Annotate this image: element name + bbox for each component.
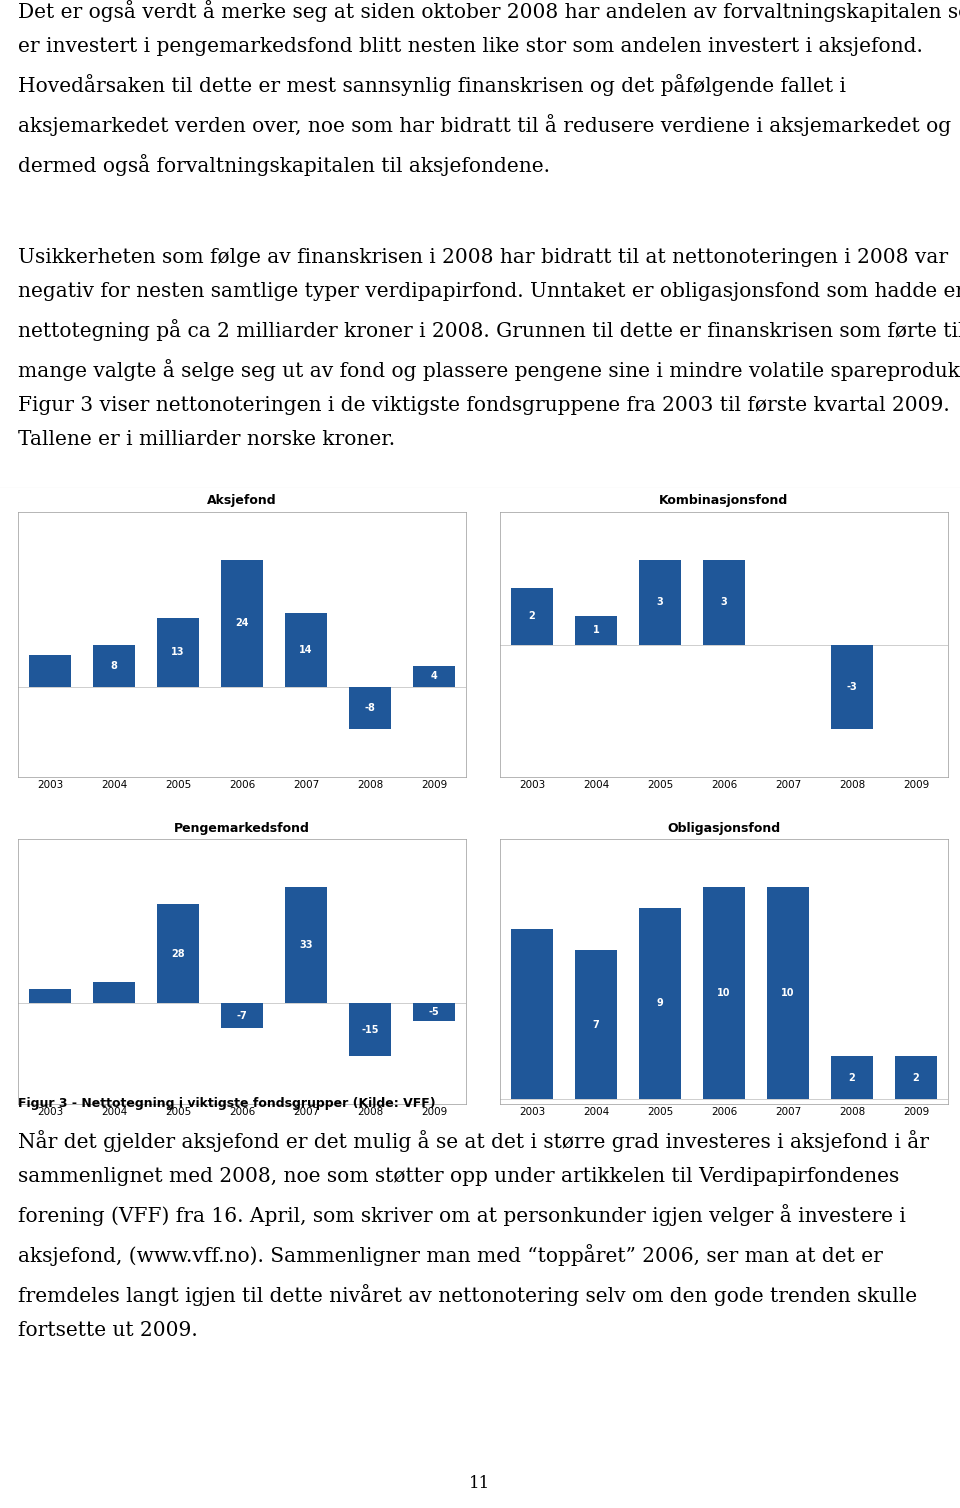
- Text: Det er også verdt å merke seg at siden oktober 2008 har andelen av forvaltningsk: Det er også verdt å merke seg at siden o…: [18, 0, 960, 176]
- Bar: [349, 688, 391, 730]
- Text: 3: 3: [721, 597, 728, 608]
- Bar: [703, 559, 745, 644]
- Text: 4: 4: [431, 671, 438, 682]
- Text: 33: 33: [300, 939, 313, 950]
- Bar: [703, 887, 745, 1099]
- Text: Pengemarkedsfond: Pengemarkedsfond: [174, 822, 310, 834]
- Text: Kombinasjonsfond: Kombinasjonsfond: [660, 495, 788, 508]
- Text: Figur 3 - Nettotegning i viktigste fondsgrupper (Kilde: VFF): Figur 3 - Nettotegning i viktigste fonds…: [18, 1096, 436, 1110]
- Text: Når det gjelder aksjefond er det mulig å se at det i større grad investeres i ak: Når det gjelder aksjefond er det mulig å…: [18, 1129, 929, 1341]
- Bar: [157, 618, 199, 688]
- Bar: [831, 644, 873, 730]
- Text: 10: 10: [717, 988, 731, 998]
- Bar: [575, 950, 617, 1099]
- Bar: [29, 989, 71, 1003]
- Text: 24: 24: [235, 618, 249, 629]
- Bar: [285, 887, 326, 1003]
- Text: 2: 2: [849, 1072, 855, 1083]
- Text: -8: -8: [365, 703, 375, 713]
- Bar: [831, 1057, 873, 1099]
- Text: 3: 3: [657, 597, 663, 608]
- Bar: [575, 617, 617, 644]
- Bar: [511, 929, 553, 1099]
- Text: 10: 10: [781, 988, 795, 998]
- Bar: [413, 1003, 455, 1021]
- Bar: [413, 665, 455, 688]
- Text: 11: 11: [469, 1475, 491, 1493]
- Text: Usikkerheten som følge av finanskrisen i 2008 har bidratt til at nettonoteringen: Usikkerheten som følge av finanskrisen i…: [18, 247, 960, 449]
- Text: Obligasjonsfond: Obligasjonsfond: [667, 822, 780, 834]
- Bar: [157, 905, 199, 1003]
- Text: 9: 9: [657, 998, 663, 1009]
- Bar: [93, 644, 134, 688]
- Text: 2: 2: [529, 611, 536, 621]
- Text: 13: 13: [171, 647, 184, 657]
- Text: 8: 8: [110, 661, 117, 671]
- Text: Aksjefond: Aksjefond: [207, 495, 276, 508]
- Text: 14: 14: [300, 645, 313, 654]
- Bar: [511, 588, 553, 644]
- Text: 28: 28: [171, 949, 185, 959]
- Bar: [221, 1003, 263, 1028]
- Text: 2: 2: [913, 1072, 920, 1083]
- Bar: [767, 887, 808, 1099]
- Text: 1: 1: [592, 626, 599, 635]
- Text: -7: -7: [236, 1010, 248, 1021]
- Bar: [285, 612, 326, 688]
- Bar: [639, 908, 681, 1099]
- Bar: [93, 982, 134, 1003]
- Bar: [221, 559, 263, 688]
- Bar: [29, 654, 71, 688]
- Text: -5: -5: [428, 1007, 440, 1018]
- Bar: [895, 1057, 937, 1099]
- Bar: [349, 1003, 391, 1057]
- Text: -3: -3: [847, 682, 857, 692]
- Text: 7: 7: [592, 1019, 599, 1030]
- Text: -15: -15: [361, 1025, 379, 1034]
- Bar: [639, 559, 681, 644]
